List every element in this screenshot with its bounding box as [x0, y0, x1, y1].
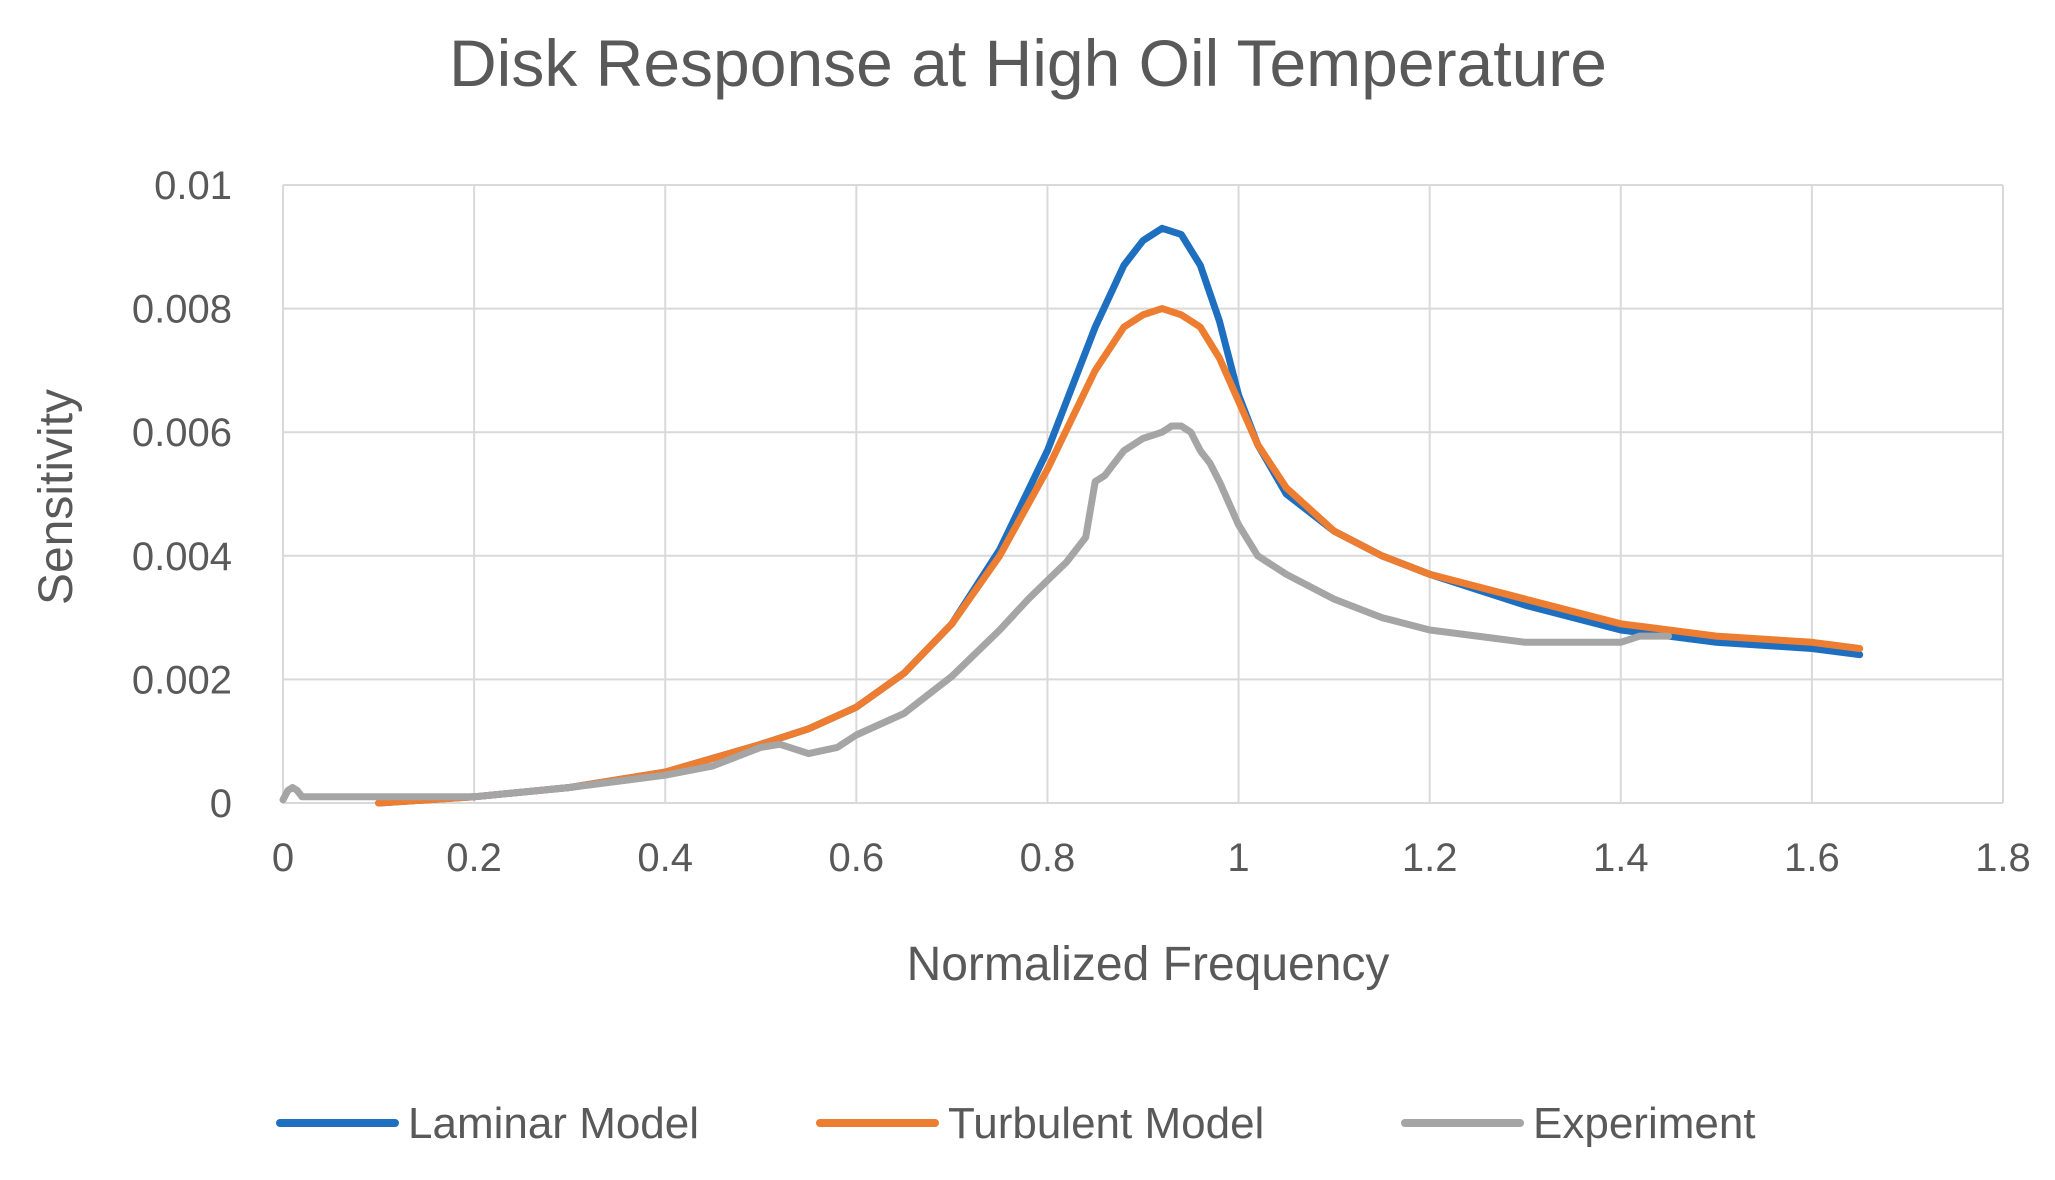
legend-item-experiment: Experiment: [1401, 1099, 1756, 1148]
x-tick-label: 1.6: [1784, 836, 1840, 880]
x-tick-label: 1: [1227, 836, 1249, 880]
series-line-experiment: [279, 422, 1673, 804]
tick-labels: 0 0.2 0.4 0.6 0.8 1 1.2 1.4 1.6 1.8 0 0.002 0.004 0.0…: [132, 164, 2031, 880]
chart-title: Disk Response at High Oil Temperature: [449, 26, 1607, 100]
x-tick-label: 1.2: [1402, 836, 1458, 880]
series-lines: [279, 224, 1864, 807]
legend-label: Turbulent Model: [948, 1099, 1264, 1148]
series-line-laminar-model: [375, 224, 1864, 807]
y-tick-label: 0: [210, 782, 232, 826]
legend-item-laminar-model: Laminar Model: [276, 1099, 699, 1148]
legend-item-turbulent-model: Turbulent Model: [816, 1099, 1264, 1148]
y-tick-label: 0.008: [132, 288, 232, 332]
y-tick-label: 0.002: [132, 658, 232, 702]
x-tick-label: 1.8: [1975, 836, 2031, 880]
x-tick-label: 0.6: [829, 836, 885, 880]
legend: Laminar Model Turbulent Model Experiment: [276, 1099, 1756, 1148]
x-tick-label: 0.2: [446, 836, 502, 880]
y-axis-title: Sensitivity: [30, 389, 83, 605]
series-line-turbulent-model: [375, 305, 1864, 807]
x-tick-label: 0: [272, 836, 294, 880]
y-tick-label: 0.01: [154, 164, 232, 208]
x-tick-label: 0.4: [637, 836, 693, 880]
y-tick-label: 0.006: [132, 411, 232, 455]
x-axis-title: Normalized Frequency: [907, 938, 1390, 991]
gridlines: [282, 184, 2004, 804]
y-tick-label: 0.004: [132, 535, 232, 579]
legend-label: Experiment: [1533, 1099, 1756, 1148]
x-tick-label: 0.8: [1020, 836, 1076, 880]
x-tick-label: 1.4: [1593, 836, 1649, 880]
legend-label: Laminar Model: [408, 1099, 699, 1148]
